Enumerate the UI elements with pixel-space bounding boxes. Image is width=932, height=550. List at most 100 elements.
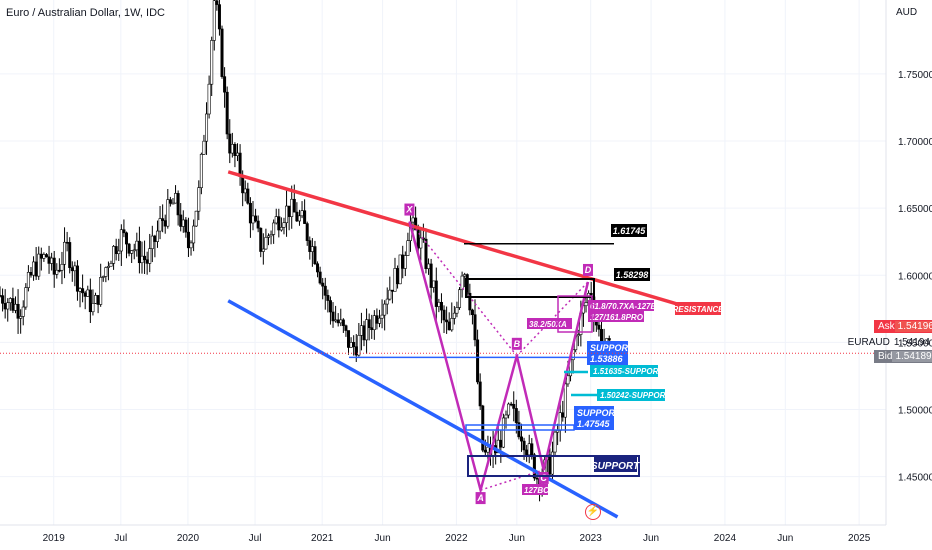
candle-body — [522, 440, 526, 451]
candle-body — [447, 321, 451, 331]
candle-body — [65, 241, 69, 244]
support-label-2: 1.51635-SUPPORT — [593, 367, 664, 376]
candle-body — [63, 241, 67, 265]
candle-body — [318, 271, 322, 284]
candle-body — [86, 289, 90, 297]
candle-body — [277, 216, 281, 231]
ratio-bc-label: 127BC — [524, 486, 549, 495]
candle-body — [561, 412, 565, 418]
x-tick-label: 2021 — [311, 533, 334, 544]
level-line-161745 — [464, 243, 614, 245]
candle-body — [326, 295, 330, 301]
candle-series — [0, 0, 611, 502]
candle-body — [145, 259, 149, 264]
y-tick-label: 1.75000 — [898, 70, 932, 81]
candle-body — [460, 275, 464, 291]
candle-body — [455, 307, 459, 314]
candle-body — [68, 242, 72, 268]
candle-body — [212, 0, 216, 41]
candle-body — [88, 289, 92, 313]
candle-body — [117, 250, 121, 255]
y-tick-label: 1.65000 — [898, 204, 932, 215]
candle-body — [150, 235, 154, 249]
harmonic-point-d: D — [585, 265, 592, 275]
x-tick-label: Jun — [643, 533, 659, 544]
candle-body — [52, 257, 56, 275]
ask-label: Ask — [878, 321, 895, 332]
candle-body — [406, 240, 410, 256]
candle-body — [215, 0, 219, 5]
x-tick-label: Jun — [777, 533, 793, 544]
candle-body — [210, 40, 214, 85]
grid-lines — [0, 0, 886, 525]
candle-body — [458, 289, 462, 308]
candle-body — [525, 449, 529, 456]
candle-body — [238, 152, 242, 177]
candle-body — [32, 261, 36, 276]
y-tick-label: 1.55000 — [898, 338, 932, 349]
candle-body — [0, 295, 2, 297]
candle-body — [184, 219, 188, 233]
candle-body — [109, 263, 113, 267]
candle-body — [274, 216, 278, 224]
candle-body — [153, 235, 157, 242]
candle-body — [19, 316, 23, 319]
candle-body — [527, 443, 531, 456]
x-tick-label: 2024 — [714, 533, 737, 544]
candle-body — [514, 408, 518, 423]
candle-body — [189, 242, 193, 249]
candle-body — [303, 210, 307, 224]
candle-body — [424, 238, 428, 269]
candle-body — [197, 187, 201, 212]
candle-body — [388, 289, 392, 300]
candle-body — [192, 225, 196, 244]
candle-body — [481, 405, 485, 451]
candle-body — [532, 454, 536, 479]
candle-body — [75, 265, 79, 292]
candle-body — [331, 311, 335, 322]
resistance-label: RESISTANCE — [673, 305, 725, 314]
candle-body — [442, 309, 446, 321]
candle-body — [96, 295, 100, 305]
candle-body — [199, 154, 203, 188]
x-tick-label: Jun — [375, 533, 391, 544]
y-tick-label: 1.60000 — [898, 271, 932, 282]
candle-body — [254, 215, 258, 222]
lightning-icon[interactable]: ⚡ — [585, 504, 601, 520]
candle-body — [44, 254, 48, 258]
candle-body — [155, 230, 159, 242]
candle-body — [241, 176, 245, 194]
ratio-d-label-1-bg — [588, 300, 654, 311]
candle-body — [101, 276, 105, 278]
candle-body — [104, 267, 108, 277]
candle-body — [78, 288, 82, 292]
candle-body — [230, 143, 234, 154]
candle-body — [501, 417, 505, 448]
candle-body — [530, 443, 534, 456]
candle-body — [349, 342, 353, 348]
ask-value: 1.54196 — [894, 321, 932, 332]
candle-body — [264, 237, 268, 250]
candle-body — [236, 152, 240, 157]
candle-body — [427, 263, 431, 269]
harmonic-point-b: B — [514, 339, 521, 349]
y-tick-label: 1.70000 — [898, 137, 932, 148]
candle-body — [124, 232, 128, 245]
support-label-4: SUPPORT — [577, 408, 622, 418]
candle-body — [148, 248, 152, 264]
candle-body — [94, 295, 98, 304]
candle-body — [504, 414, 508, 419]
candle-body — [334, 319, 338, 322]
candle-body — [507, 403, 511, 416]
candle-body — [512, 404, 516, 409]
candle-body — [383, 303, 387, 316]
candle-body — [411, 217, 415, 223]
candle-body — [225, 91, 229, 135]
candle-body — [243, 188, 247, 194]
ask-badge: Ask 1.54196 — [874, 320, 932, 333]
candle-body — [248, 202, 252, 224]
candle-body — [279, 227, 283, 231]
candle-body — [91, 303, 95, 313]
candle-body — [509, 403, 513, 406]
